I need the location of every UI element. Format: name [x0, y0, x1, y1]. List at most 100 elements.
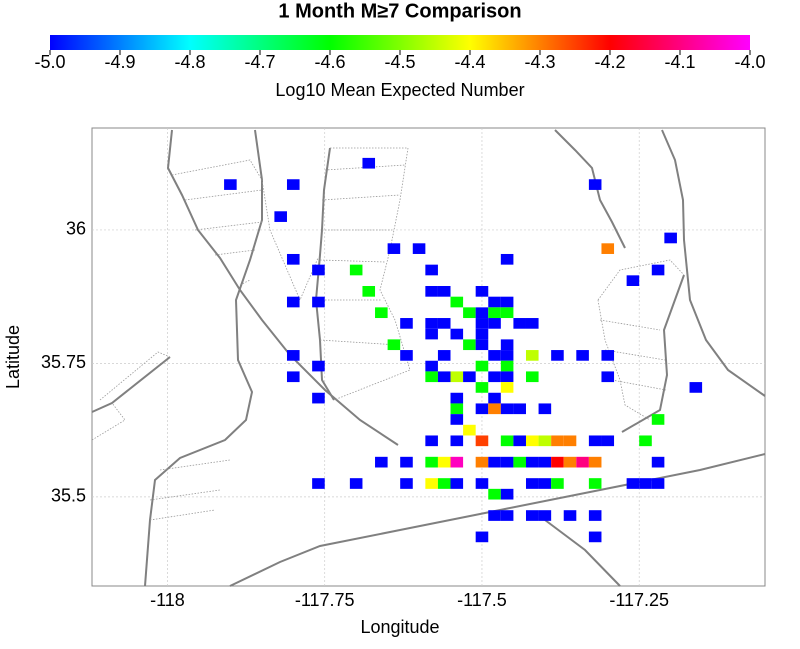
heat-cell	[463, 307, 476, 319]
heat-cell	[400, 318, 413, 329]
heat-cell	[475, 318, 489, 329]
colorbar-tick-label: -4.3	[524, 52, 555, 72]
heat-cell	[500, 382, 514, 393]
heat-cell	[425, 264, 438, 276]
heat-cell	[312, 264, 325, 276]
colorbar-tick-label: -4.7	[244, 52, 275, 72]
heat-cell	[375, 456, 388, 468]
heat-cell	[450, 478, 464, 489]
heat-cell	[488, 296, 501, 308]
heat-cell	[525, 371, 539, 383]
heat-cell	[525, 510, 539, 521]
heat-cell	[475, 531, 489, 543]
heat-cell	[286, 371, 300, 383]
colorbar-tick-label: -4.9	[104, 52, 135, 72]
heat-cell	[551, 435, 564, 447]
heat-cell	[437, 456, 451, 468]
heat-cell	[588, 478, 602, 489]
heat-cell	[437, 318, 451, 329]
heat-cell	[601, 243, 615, 254]
heat-cell	[450, 296, 464, 308]
colorbar-tick-label: -4.5	[384, 52, 415, 72]
heat-cell	[437, 478, 451, 489]
heat-cell	[475, 456, 489, 468]
heat-cell	[500, 371, 514, 383]
heat-cell	[425, 456, 438, 468]
heat-cell	[525, 318, 539, 329]
heat-cell	[488, 403, 501, 415]
heat-cell	[450, 435, 464, 447]
colorbar-tick-label: -5.0	[34, 52, 65, 72]
heat-cell	[538, 456, 552, 468]
heat-cell	[601, 371, 615, 383]
heat-cell	[488, 307, 501, 319]
colorbar-label: Log10 Mean Expected Number	[275, 80, 524, 100]
y-tick-label: 35.5	[51, 486, 86, 506]
heat-cell	[551, 478, 564, 489]
heat-cell	[349, 478, 363, 489]
heat-cell	[538, 403, 552, 415]
y-tick-label: 36	[66, 219, 86, 239]
heat-cell	[488, 510, 501, 521]
heat-cell	[437, 371, 451, 383]
heat-cell	[563, 510, 577, 521]
heat-cell	[450, 392, 464, 404]
heat-cell	[425, 318, 438, 329]
heat-cell	[400, 456, 413, 468]
colorbar	[50, 35, 750, 50]
heat-cell	[513, 435, 526, 447]
heat-cell	[588, 435, 602, 447]
x-tick-label: -117.75	[295, 590, 355, 610]
heat-cell	[488, 318, 501, 329]
heat-cell	[576, 456, 589, 468]
heat-cell	[525, 435, 539, 447]
heat-cell	[425, 328, 438, 340]
cells	[224, 157, 703, 543]
heat-cell	[525, 456, 539, 468]
colorbar-tick-label: -4.6	[314, 52, 345, 72]
heat-cell	[450, 403, 464, 415]
heat-cell	[286, 179, 300, 190]
x-axis-label: Longitude	[360, 617, 439, 637]
heat-cell	[588, 510, 602, 521]
y-axis-label: Latitude	[3, 325, 23, 389]
heat-cell	[551, 456, 564, 468]
heat-cell	[349, 264, 363, 276]
colorbar-tick-label: -4.8	[174, 52, 205, 72]
heat-cell	[362, 286, 376, 297]
heat-cell	[651, 478, 665, 489]
heat-cell	[425, 478, 438, 489]
heat-cell	[563, 456, 577, 468]
x-tick-label: -117.5	[457, 590, 507, 610]
heat-cell	[651, 456, 665, 468]
heat-cell	[601, 435, 615, 447]
heat-cell	[286, 350, 300, 361]
colorbar-tick-label: -4.2	[594, 52, 625, 72]
chart-title: 1 Month M≥7 Comparison	[278, 0, 521, 22]
heat-cell	[475, 307, 489, 319]
heat-cell	[500, 403, 514, 415]
heat-cell	[588, 456, 602, 468]
heat-cell	[450, 456, 464, 468]
heat-cell	[375, 307, 388, 319]
heat-cell	[286, 253, 300, 265]
heat-cell	[387, 243, 401, 254]
heat-cell	[475, 478, 489, 489]
heat-cell	[500, 456, 514, 468]
heat-cell	[488, 456, 501, 468]
colorbar-tick-label: -4.1	[664, 52, 695, 72]
y-tick-label: 35.75	[41, 352, 86, 372]
heat-cell	[425, 371, 438, 383]
heat-cell	[538, 478, 552, 489]
heat-cell	[500, 339, 514, 351]
heat-cell	[576, 350, 589, 361]
colorbar-tick-label: -4.0	[734, 52, 765, 72]
heat-cell	[588, 531, 602, 543]
heat-cell	[488, 392, 501, 404]
heat-cell	[563, 435, 577, 447]
x-tick-label: -117.25	[609, 590, 669, 610]
heat-cell	[437, 350, 451, 361]
heat-cell	[475, 435, 489, 447]
plot-area	[91, 127, 766, 587]
